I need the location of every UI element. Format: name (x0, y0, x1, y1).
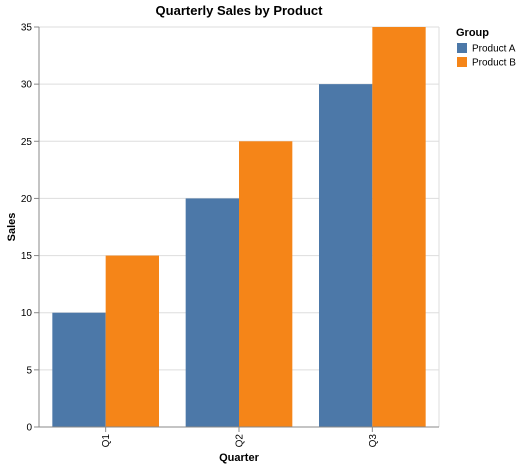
bar-product-a-q3 (319, 84, 373, 428)
axes: 0 5 10 15 20 25 30 35 Q1 Q2 Q3 (21, 23, 439, 448)
y-tick-label: 10 (21, 308, 33, 319)
legend-label: Product A (472, 44, 516, 55)
bar-product-b-q1 (105, 255, 159, 427)
y-tick-label: 0 (26, 423, 32, 434)
y-tick-label: 20 (21, 194, 33, 205)
legend-title: Group (456, 27, 489, 39)
legend-label: Product B (472, 58, 516, 69)
bar-product-b-q3 (372, 27, 426, 427)
bar-product-a-q2 (185, 198, 239, 427)
legend: Group Product A Product B (456, 27, 516, 69)
y-axis-title: Sales (6, 213, 18, 242)
y-tick-label: 35 (21, 23, 33, 34)
legend-swatch (457, 57, 467, 67)
legend-swatch (457, 43, 467, 53)
chart-title: Quarterly Sales by Product (156, 3, 324, 18)
bar-product-a-q1 (52, 312, 106, 427)
x-axis-title: Quarter (219, 452, 259, 464)
y-tick-label: 30 (21, 80, 33, 91)
y-tick-label: 25 (21, 137, 33, 148)
y-tick-label: 15 (21, 251, 33, 262)
x-tick-label: Q3 (368, 434, 379, 448)
y-tick-label: 5 (26, 365, 32, 376)
x-tick-label: Q1 (101, 434, 112, 448)
bars (52, 27, 426, 428)
x-tick-label: Q2 (235, 434, 246, 448)
bar-product-b-q2 (239, 141, 293, 428)
